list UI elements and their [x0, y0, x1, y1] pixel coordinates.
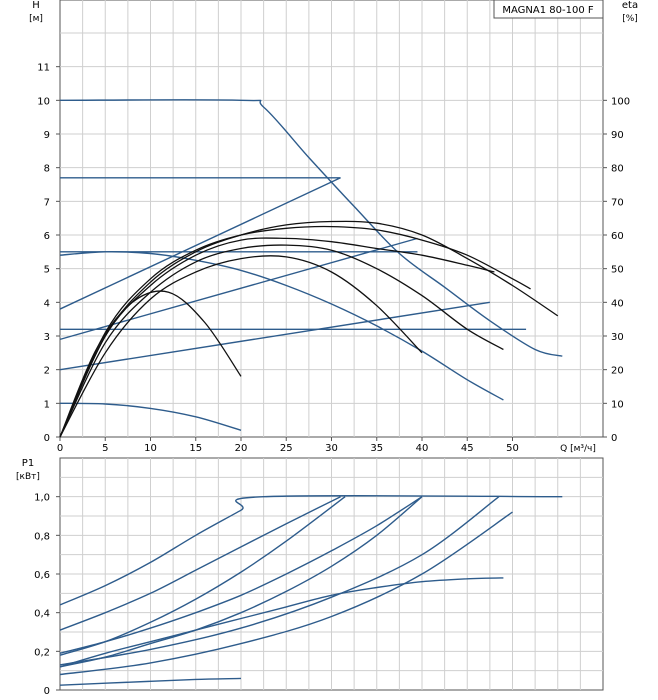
eta-tick-label: 10	[611, 399, 624, 410]
eta-tick-label: 50	[611, 265, 624, 276]
q-tick-label: 50	[506, 443, 519, 454]
h-tick-label: 2	[44, 366, 50, 377]
q-tick-label: 40	[416, 443, 429, 454]
eta-axis-label: eta	[622, 0, 638, 11]
eta-tick-label: 40	[611, 298, 624, 309]
h-tick-label: 4	[44, 298, 50, 309]
curve-mid-speed-curve	[59, 251, 504, 401]
q-axis-label: Q [м³/ч]	[560, 444, 596, 454]
h-tick-label: 8	[44, 164, 50, 175]
curve-efficiency-high	[59, 220, 559, 438]
p1-tick-label: 0,6	[34, 570, 50, 581]
q-tick-label: 0	[57, 443, 63, 454]
p1-tick-label: 0,2	[34, 647, 50, 658]
power-curve-p1-mid-speed	[59, 577, 504, 668]
p1-tick-label: 0,8	[34, 531, 50, 542]
power-chart: 0 0,2 0,4 0,6 0,8 1,0 P1 [кВт]	[16, 457, 604, 697]
curve-proportional-pressure-high	[59, 177, 341, 310]
power-curve-p1-proportional-low	[59, 511, 513, 676]
curve-efficiency-mid-high	[59, 225, 531, 438]
q-tick-label: 30	[325, 443, 338, 454]
q-tick-label: 35	[370, 443, 383, 454]
h-axis-unit: [м]	[29, 14, 43, 24]
curve-h-max-curve	[59, 99, 563, 357]
curve-efficiency-low-flow	[59, 255, 423, 438]
p1-tick-label: 0	[44, 686, 50, 697]
curve-efficiency-falling	[59, 244, 504, 438]
eta-tick-label: 90	[611, 130, 624, 141]
power-curve-p1-proportional-mid	[59, 496, 423, 668]
h-axis-label: H	[32, 0, 40, 11]
power-curve-p1-min-speed	[59, 677, 242, 686]
q-tick-label: 10	[144, 443, 157, 454]
h-tick-label: 7	[44, 197, 50, 208]
h-tick-label: 0	[44, 433, 50, 444]
q-tick-label: 45	[461, 443, 474, 454]
q-tick-label: 20	[235, 443, 248, 454]
curve-min-speed-curve	[59, 402, 242, 431]
eta-tick-label: 0	[611, 433, 617, 444]
p1-tick-label: 1,0	[34, 493, 50, 504]
p1-tick-label: 0,4	[34, 609, 50, 620]
power-curve-p1-max	[59, 494, 563, 606]
curve-proportional-pressure-low	[59, 301, 490, 371]
title-box	[493, 0, 604, 19]
h-tick-label: 11	[37, 63, 50, 74]
chart-title: MAGNA1 80-100 F	[502, 5, 594, 16]
q-tick-label: 25	[280, 443, 293, 454]
h-tick-label: 5	[44, 265, 50, 276]
h-tick-label: 3	[44, 332, 50, 343]
eta-tick-label: 80	[611, 164, 624, 175]
eta-tick-label: 20	[611, 366, 624, 377]
h-tick-label: 9	[44, 130, 50, 141]
power-curve-p1-constant-pressure-3-2-m	[59, 496, 500, 666]
h-tick-label: 6	[44, 231, 50, 242]
power-curve-p1-constant-pressure-7-7-m	[59, 496, 341, 631]
eta-tick-label: 60	[611, 231, 624, 242]
eta-tick-label: 70	[611, 197, 624, 208]
q-tick-label: 5	[102, 443, 108, 454]
h-tick-label: 10	[37, 96, 50, 107]
eta-axis-unit: [%]	[622, 14, 638, 24]
q-tick-label: 15	[189, 443, 202, 454]
curve-efficiency-small	[59, 290, 242, 438]
eta-tick-label: 100	[611, 96, 630, 107]
p1-axis-label: P1	[22, 458, 34, 469]
power-curve-p1-constant-pressure-5-5-m	[59, 496, 423, 654]
eta-tick-label: 30	[611, 332, 624, 343]
h-tick-label: 1	[44, 399, 50, 410]
p1-axis-unit: [кВт]	[16, 472, 40, 482]
